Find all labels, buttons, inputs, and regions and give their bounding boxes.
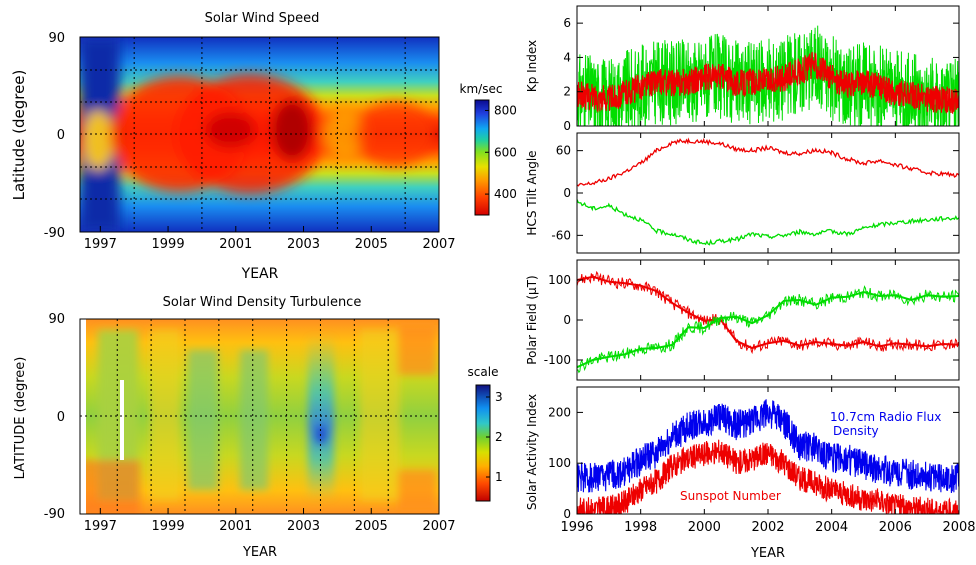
- x-tick-label: 2003: [287, 519, 320, 534]
- x-tick-label: 2001: [219, 237, 252, 252]
- y-tick-label: 60: [556, 144, 571, 158]
- y-tick-label: 100: [548, 273, 571, 287]
- colorbar-tick-label: 2: [495, 430, 503, 444]
- speed-ytick-neg90: -90: [44, 226, 65, 241]
- x-tick-label: 2008: [942, 520, 975, 535]
- x-tick-label: 2003: [287, 237, 320, 252]
- sunspot-annotation: Sunspot Number: [680, 489, 781, 503]
- density-colorbar-ticks: 1 2 3: [486, 390, 503, 484]
- y-tick-label: 0: [563, 507, 571, 521]
- activity-xlabel: YEAR: [750, 546, 785, 561]
- y-tick-label: 0: [563, 186, 571, 200]
- series-line: [577, 137, 959, 187]
- hcs-ylabel: HCS Tilt Angle: [525, 150, 539, 235]
- speed-colorbar-label: km/sec: [460, 82, 503, 96]
- colorbar-tick-label: 600: [494, 145, 517, 159]
- speed-ytick-90: 90: [48, 31, 65, 46]
- speed-colorbar: [474, 99, 490, 216]
- speed-ylabel: Latitude (degree): [10, 70, 28, 201]
- solar-wind-speed-panel: Solar Wind Speed 1997 1999 2001 2003 2005 200…: [10, 11, 517, 282]
- x-tick-label: 2004: [815, 520, 848, 535]
- radio-flux-annotation-2: Density: [833, 424, 879, 438]
- series-line: [577, 199, 959, 246]
- density-colorbar: [475, 384, 491, 502]
- x-tick-label: 2002: [751, 520, 784, 535]
- y-tick-label: 100: [548, 456, 571, 470]
- speed-xlabel: YEAR: [241, 266, 279, 282]
- y-tick-label: -60: [551, 228, 571, 242]
- series-line: [577, 399, 959, 494]
- x-tick-label: 2007: [422, 237, 455, 252]
- polar-field-panel: -100 0 100 Polar Field (μT): [525, 259, 960, 381]
- x-tick-label: 2000: [688, 520, 721, 535]
- x-tick-label: 1999: [152, 519, 185, 534]
- y-tick-label: -100: [544, 353, 571, 367]
- polar-ylabel: Polar Field (μT): [525, 275, 539, 364]
- x-tick-label: 1996: [560, 520, 593, 535]
- colorbar-tick-label: 800: [494, 103, 517, 117]
- density-turbulence-panel: Solar Wind Density Turbulence 1997 1999 20…: [13, 295, 503, 560]
- series-smooth-line: [577, 290, 959, 369]
- series-line: [577, 439, 959, 514]
- x-tick-label: 1997: [84, 519, 117, 534]
- y-tick-label: 200: [548, 405, 571, 419]
- density-ytick-neg90: -90: [44, 507, 65, 522]
- speed-colorbar-ticks: 400 600 800: [485, 103, 517, 201]
- activity-x-ticks: 1996 1998 2000 2002 2004 2006 2008: [560, 520, 975, 535]
- x-tick-label: 2005: [355, 237, 388, 252]
- density-ytick-90: 90: [48, 312, 65, 327]
- speed-title: Solar Wind Speed: [205, 11, 320, 26]
- y-tick-label: 0: [563, 119, 571, 133]
- x-tick-label: 2001: [219, 519, 252, 534]
- speed-heatmap: [80, 37, 439, 232]
- density-colorbar-label: scale: [468, 365, 499, 379]
- density-title: Solar Wind Density Turbulence: [163, 295, 362, 310]
- speed-x-ticks: 1997 1999 2001 2003 2005 2007: [84, 226, 456, 252]
- density-xlabel: YEAR: [242, 545, 277, 560]
- density-ylabel: LATITUDE (degree): [13, 357, 28, 480]
- y-tick-label: 4: [563, 50, 571, 64]
- x-tick-label: 1998: [624, 520, 657, 535]
- y-tick-label: 0: [563, 313, 571, 327]
- x-tick-label: 2007: [422, 519, 455, 534]
- colorbar-tick-label: 3: [495, 390, 503, 404]
- x-tick-label: 1997: [84, 237, 117, 252]
- colorbar-tick-label: 400: [494, 187, 517, 201]
- density-ytick-0: 0: [57, 410, 65, 425]
- kp-ylabel: Kp Index: [525, 40, 539, 92]
- radio-flux-annotation-1: 10.7cm Radio Flux: [830, 410, 941, 424]
- series-smooth-line: [577, 275, 959, 350]
- kp-index-panel: 0 2 4 6 Kp Index: [525, 5, 960, 133]
- series-line: [577, 285, 959, 374]
- hcs-tilt-panel: -60 0 60 HCS Tilt Angle: [525, 132, 960, 254]
- series-line: [577, 51, 959, 114]
- x-tick-label: 2005: [355, 519, 388, 534]
- y-tick-label: 2: [563, 85, 571, 99]
- solar-activity-panel: 0 100 200 1996 1998 2000 2002 2004 2006 2008 Sol…: [525, 386, 976, 561]
- x-tick-label: 2006: [879, 520, 912, 535]
- x-tick-label: 1999: [152, 237, 185, 252]
- colorbar-tick-label: 1: [495, 470, 503, 484]
- density-heatmap: [80, 319, 439, 514]
- activity-ylabel: Solar Activity Index: [525, 394, 539, 510]
- density-x-ticks: 1997 1999 2001 2003 2005 2007: [84, 508, 456, 534]
- speed-ytick-0: 0: [57, 128, 65, 143]
- y-tick-label: 6: [563, 16, 571, 30]
